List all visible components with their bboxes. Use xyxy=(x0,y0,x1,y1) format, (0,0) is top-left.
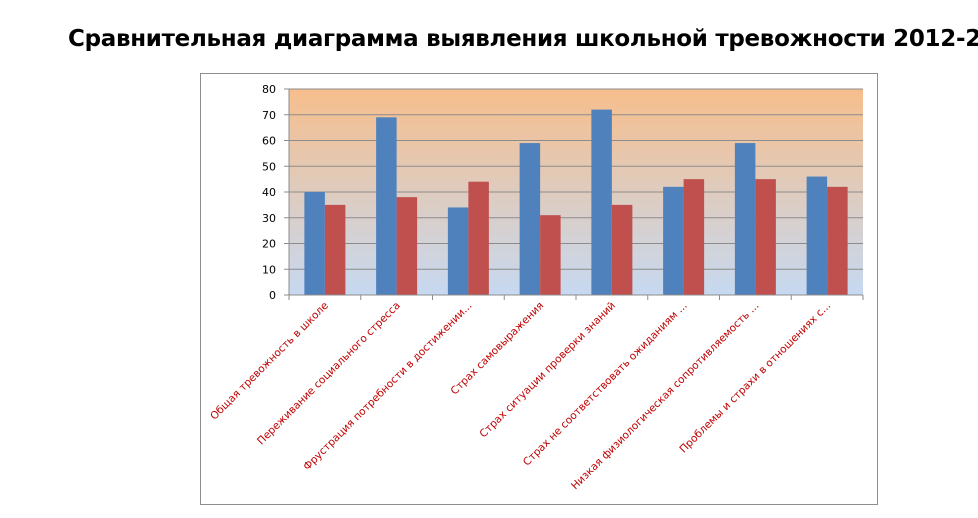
category-label: Переживание социального стресса xyxy=(255,300,403,448)
bar-series-1-1 xyxy=(304,192,325,295)
axes xyxy=(284,88,864,300)
y-tick-label: 60 xyxy=(262,135,276,148)
bar-series-2-1 xyxy=(324,204,346,295)
bar-series-1-8 xyxy=(806,176,828,295)
bars xyxy=(304,109,848,295)
bar-series-1-5 xyxy=(591,109,612,295)
bar-series-1-4 xyxy=(519,143,541,295)
y-tick-label: 20 xyxy=(262,238,276,251)
y-tick-label: 30 xyxy=(262,212,276,225)
category-label: Страх ситуации проверки знаний xyxy=(477,300,618,441)
y-tick-label: 80 xyxy=(262,83,276,96)
category-label: Страх не соответствовать ожиданиям ... xyxy=(521,300,690,469)
bar-series-1-7 xyxy=(734,143,756,295)
bar-series-2-5 xyxy=(611,204,633,295)
category-label: Фрустрация потребности в достижении... xyxy=(301,300,474,473)
y-tick-labels: 0 10 20 30 40 50 60 70 80 xyxy=(262,83,276,302)
bar-series-2-2 xyxy=(396,197,418,295)
bar-series-2-4 xyxy=(540,215,561,295)
bar-series-2-8 xyxy=(827,186,848,295)
bar-series-2-7 xyxy=(755,179,776,295)
bar-series-1-3 xyxy=(447,207,469,295)
y-tick-label: 0 xyxy=(269,289,276,302)
y-tick-label: 10 xyxy=(262,263,276,276)
category-label: Проблемы и страхи в отношениях с... xyxy=(677,300,833,456)
category-label: Общая тревожность в школе xyxy=(208,300,331,423)
bar-series-2-3 xyxy=(468,181,489,295)
bar-series-1-2 xyxy=(376,117,397,295)
y-tick-label: 50 xyxy=(262,160,276,173)
chart-title: Сравнительная диаграмма выявления школьн… xyxy=(68,26,978,52)
y-tick-label: 70 xyxy=(262,109,276,122)
y-tick-label: 40 xyxy=(262,186,276,199)
bar-series-1-6 xyxy=(663,186,684,295)
bar-series-2-6 xyxy=(683,179,705,295)
